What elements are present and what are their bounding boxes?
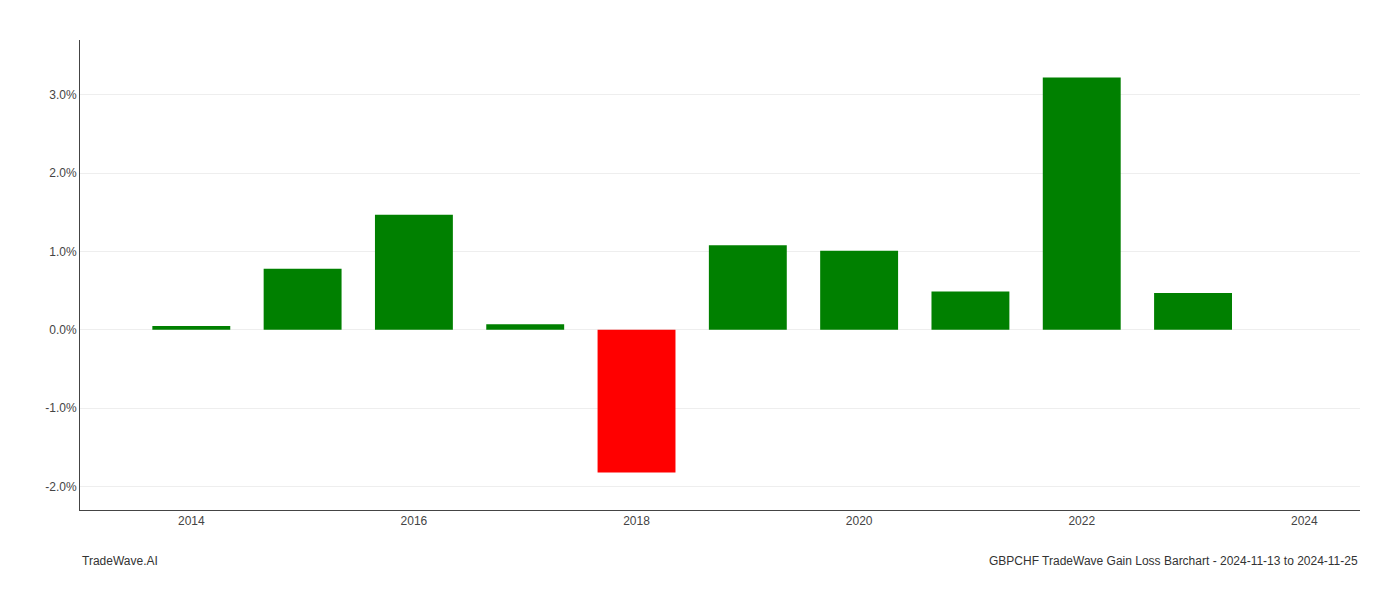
svg-text:2024: 2024 (1291, 514, 1318, 528)
svg-text:2.0%: 2.0% (49, 166, 77, 180)
svg-text:GBPCHF TradeWave Gain Loss Bar: GBPCHF TradeWave Gain Loss Barchart - 20… (989, 554, 1358, 568)
svg-text:0.0%: 0.0% (49, 323, 77, 337)
svg-text:3.0%: 3.0% (49, 88, 77, 102)
svg-text:-2.0%: -2.0% (45, 480, 77, 494)
svg-text:2022: 2022 (1068, 514, 1095, 528)
svg-text:TradeWave.AI: TradeWave.AI (82, 554, 158, 568)
svg-text:2018: 2018 (623, 514, 650, 528)
svg-text:2014: 2014 (178, 514, 205, 528)
svg-text:2020: 2020 (846, 514, 873, 528)
svg-text:-1.0%: -1.0% (45, 401, 77, 415)
svg-text:1.0%: 1.0% (49, 245, 77, 259)
svg-text:2016: 2016 (401, 514, 428, 528)
